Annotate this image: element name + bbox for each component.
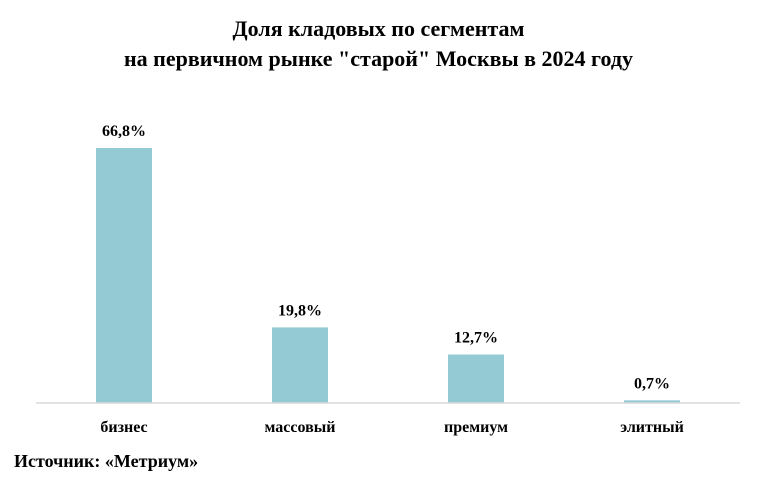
data-label-1: 19,8% — [278, 302, 322, 319]
category-label-1: массовый — [265, 419, 336, 436]
data-label-0: 66,8% — [102, 123, 146, 140]
chart-title: Доля кладовых по сегментам на первичном … — [0, 14, 757, 74]
bar-2 — [448, 354, 504, 403]
chart-title-line-2: на первичном рынке "старой" Москвы в 202… — [123, 46, 633, 71]
data-label-2: 12,7% — [454, 330, 498, 347]
bars-layer — [96, 148, 680, 403]
bar-0 — [96, 148, 152, 403]
data-label-3: 0,7% — [634, 375, 670, 392]
category-label-0: бизнес — [100, 419, 147, 436]
bar-1 — [272, 327, 328, 403]
category-label-2: премиум — [444, 419, 508, 436]
labels-layer: 66,8% бизнес 19,8% массовый 12,7% премиум 0,7%… — [100, 123, 683, 436]
category-label-3: элитный — [620, 419, 684, 436]
source-note: Источник: «Метриум» — [14, 451, 199, 471]
chart-title-line-1: Доля кладовых по сегментам — [232, 16, 525, 41]
bar-3 — [624, 400, 680, 403]
